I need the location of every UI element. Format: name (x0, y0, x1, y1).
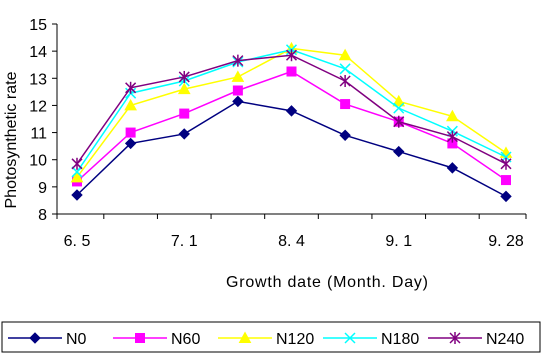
data-point-n60 (232, 85, 243, 96)
y-tick-label: 11 (30, 126, 47, 143)
data-point-n240 (339, 75, 351, 87)
data-point-n120 (70, 170, 84, 183)
series-n0 (71, 95, 512, 203)
data-point-n0 (500, 190, 512, 203)
data-point-n0 (339, 129, 351, 141)
data-point-n240 (285, 49, 298, 62)
legend-label: N240 (486, 331, 524, 348)
data-point-n240 (393, 115, 405, 128)
legend-item-n240: N240 (428, 331, 524, 348)
legend-marker-n0 (29, 332, 41, 344)
data-point-n240 (232, 54, 244, 67)
legend-label: N120 (276, 331, 314, 348)
y-tick-label: 14 (29, 44, 47, 61)
x-tick-label: 6. 5 (64, 233, 91, 250)
x-tick-label: 9. 28 (488, 233, 524, 250)
data-point-n240 (500, 157, 512, 170)
y-axis-label: Photosynthetic rate (3, 71, 20, 208)
legend-marker-n120 (238, 331, 252, 343)
data-point-n0 (393, 145, 405, 158)
data-point-n0 (285, 105, 298, 117)
data-point-n180 (71, 166, 83, 178)
legend-marker-n240 (449, 332, 461, 344)
x-axis-ticks: 6. 5 7. 1 8. 4 9. 1 9. 28 (56, 214, 527, 250)
data-point-n180-b (393, 102, 405, 114)
data-point-n0 (71, 189, 83, 201)
legend-box (1, 321, 541, 353)
y-tick-label: 12 (29, 98, 47, 115)
data-point-n240 (125, 81, 137, 94)
y-tick-label: 15 (29, 17, 47, 34)
data-point-n60 (286, 66, 297, 77)
data-point-n180 (339, 63, 351, 75)
x-tick-label: 7. 1 (171, 233, 198, 250)
data-point-n240 (446, 130, 458, 143)
data-point-n0 (232, 95, 244, 108)
legend-label: N60 (171, 331, 200, 348)
plot-area (56, 24, 526, 215)
data-point-n60 (125, 127, 136, 138)
data-point-n60 (501, 175, 511, 186)
series-n240 (71, 49, 512, 170)
data-point-n240 (178, 70, 190, 83)
data-point-n180-b (339, 63, 351, 75)
legend-item-n120: N120 (218, 331, 314, 348)
data-point-n120 (177, 82, 191, 95)
y-tick-label: 13 (29, 71, 47, 88)
legend-marker-n180 (344, 332, 356, 344)
x-tick-label: 9. 1 (385, 233, 412, 250)
data-point-n0 (124, 137, 137, 150)
data-point-n120 (338, 48, 352, 61)
data-point-n0 (178, 128, 190, 140)
data-point-n120 (446, 109, 459, 122)
legend-label: N180 (381, 331, 419, 348)
data-point-n180-b (71, 166, 83, 178)
legend-marker-n60 (135, 333, 145, 343)
data-point-n120 (231, 70, 245, 82)
y-tick-label: 10 (29, 153, 47, 170)
legend: N0 N60 N120 N180 N240 (1, 321, 541, 353)
data-point-n180 (393, 102, 405, 114)
data-point-n0 (446, 162, 459, 174)
data-point-n120 (392, 94, 406, 107)
series-n60 (72, 66, 511, 187)
y-axis-ticks: 8 9 10 11 12 13 14 15 (29, 17, 57, 224)
legend-item-n180: N180 (323, 331, 419, 348)
data-point-n60 (179, 108, 190, 119)
data-point-n240 (71, 157, 83, 170)
legend-item-n0: N0 (8, 331, 87, 348)
legend-marker-n180-b (344, 332, 356, 344)
x-tick-label: 8. 4 (278, 233, 305, 250)
y-tick-label: 8 (38, 207, 47, 224)
data-point-n120 (124, 98, 137, 111)
legend-label: N0 (66, 331, 87, 348)
legend-item-n60: N60 (113, 331, 200, 348)
x-axis-label: Growth date (Month. Day) (226, 274, 428, 291)
y-tick-label: 9 (38, 180, 47, 197)
data-point-n60 (340, 99, 351, 110)
